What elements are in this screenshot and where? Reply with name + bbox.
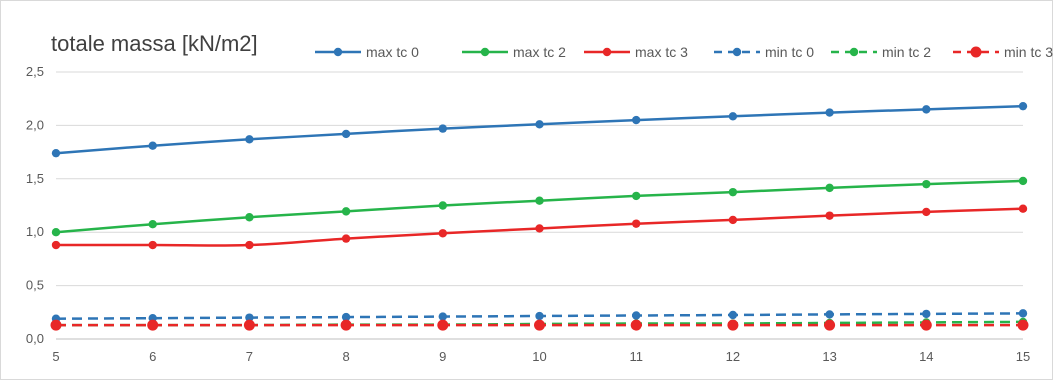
series-max-tc-3 (51, 204, 1028, 250)
y-tick-label: 0,0 (26, 331, 44, 346)
x-tick-label: 10 (532, 349, 546, 364)
legend-label: min tc 2 (882, 44, 931, 60)
x-tick-label: 7 (246, 349, 253, 364)
data-point (148, 141, 157, 150)
data-point (438, 229, 447, 238)
data-point (340, 319, 352, 331)
x-tick-label: 11 (629, 349, 643, 364)
data-point (728, 187, 738, 197)
data-point (922, 207, 931, 217)
data-point (824, 319, 836, 331)
series-line (55, 104, 1024, 155)
x-tick-label: 9 (439, 349, 446, 364)
data-point (51, 240, 61, 250)
legend-label: max tc 0 (366, 44, 419, 60)
data-point (728, 215, 738, 225)
series-max-tc-2 (51, 176, 1028, 237)
data-point (148, 219, 157, 229)
data-point (535, 196, 544, 205)
data-point (632, 191, 641, 201)
data-point (245, 313, 254, 322)
data-point (632, 219, 641, 228)
legend-swatch-marker (333, 47, 343, 57)
data-point (728, 112, 738, 121)
y-axis-ticks: 0,0 0,5 1,0 1,5 2,0 2,5 (26, 64, 44, 346)
legend-swatch-marker (849, 47, 859, 57)
legend-label: max tc 3 (635, 44, 688, 60)
data-point (535, 224, 544, 233)
x-tick-label: 5 (52, 349, 59, 364)
x-tick-label: 15 (1016, 349, 1030, 364)
series-min-tc-0 (51, 309, 1028, 323)
data-point (1018, 309, 1028, 318)
data-point (51, 148, 61, 158)
data-point (920, 319, 932, 331)
legend-swatch-marker (480, 47, 490, 57)
data-point (148, 240, 157, 250)
legend-swatch-marker (970, 46, 982, 58)
data-point (922, 309, 931, 319)
data-point (825, 211, 834, 220)
x-tick-label: 13 (822, 349, 836, 364)
x-tick-label: 6 (149, 349, 156, 364)
data-point (341, 234, 351, 243)
data-point (535, 311, 544, 321)
legend-label: min tc 3 (1004, 44, 1053, 60)
data-point (438, 124, 447, 133)
data-point (1018, 176, 1028, 186)
data-point (825, 310, 834, 319)
y-tick-label: 0,5 (26, 278, 44, 293)
legend-swatch-marker (732, 47, 742, 57)
data-point (341, 129, 351, 139)
data-point (245, 240, 254, 250)
data-point (922, 105, 931, 114)
y-tick-label: 2,5 (26, 64, 44, 79)
x-tick-label: 14 (919, 349, 933, 364)
data-point (245, 213, 254, 222)
data-point (50, 319, 62, 331)
y-tick-label: 1,0 (26, 224, 44, 239)
data-point (438, 201, 447, 210)
series-min-tc-3 (50, 319, 1029, 331)
legend: max tc 0 max tc 2 max tc 3 min tc 0 min tc 2… (315, 44, 1053, 60)
legend-label: max tc 2 (513, 44, 566, 60)
x-tick-label: 12 (726, 349, 740, 364)
y-tick-label: 1,5 (26, 171, 44, 186)
data-point (630, 319, 642, 331)
data-point (245, 135, 254, 144)
data-point (825, 108, 834, 117)
series-group (50, 101, 1029, 331)
x-tick-label: 8 (342, 349, 349, 364)
data-point (1018, 101, 1028, 111)
legend-label: min tc 0 (765, 44, 814, 60)
legend-swatch-marker (602, 47, 612, 57)
data-point (438, 312, 447, 321)
data-point (147, 319, 159, 331)
data-point (534, 319, 545, 331)
y-tick-label: 2,0 (26, 117, 44, 132)
data-point (727, 319, 739, 331)
data-point (728, 310, 738, 320)
data-point (825, 183, 834, 193)
data-point (51, 228, 61, 237)
data-point (243, 319, 255, 331)
series-max-tc-0 (51, 101, 1028, 158)
data-point (535, 120, 544, 129)
chart-title: totale massa [kN/m2] (51, 31, 258, 56)
data-point (437, 319, 449, 331)
data-point (1018, 204, 1028, 213)
data-point (632, 311, 641, 320)
data-point (632, 115, 641, 125)
data-point (922, 179, 931, 189)
x-axis-ticks: 5 6 7 8 9 10 11 12 13 14 15 (52, 349, 1030, 364)
data-point (341, 207, 351, 216)
data-point (341, 312, 351, 322)
data-point (1017, 319, 1029, 331)
